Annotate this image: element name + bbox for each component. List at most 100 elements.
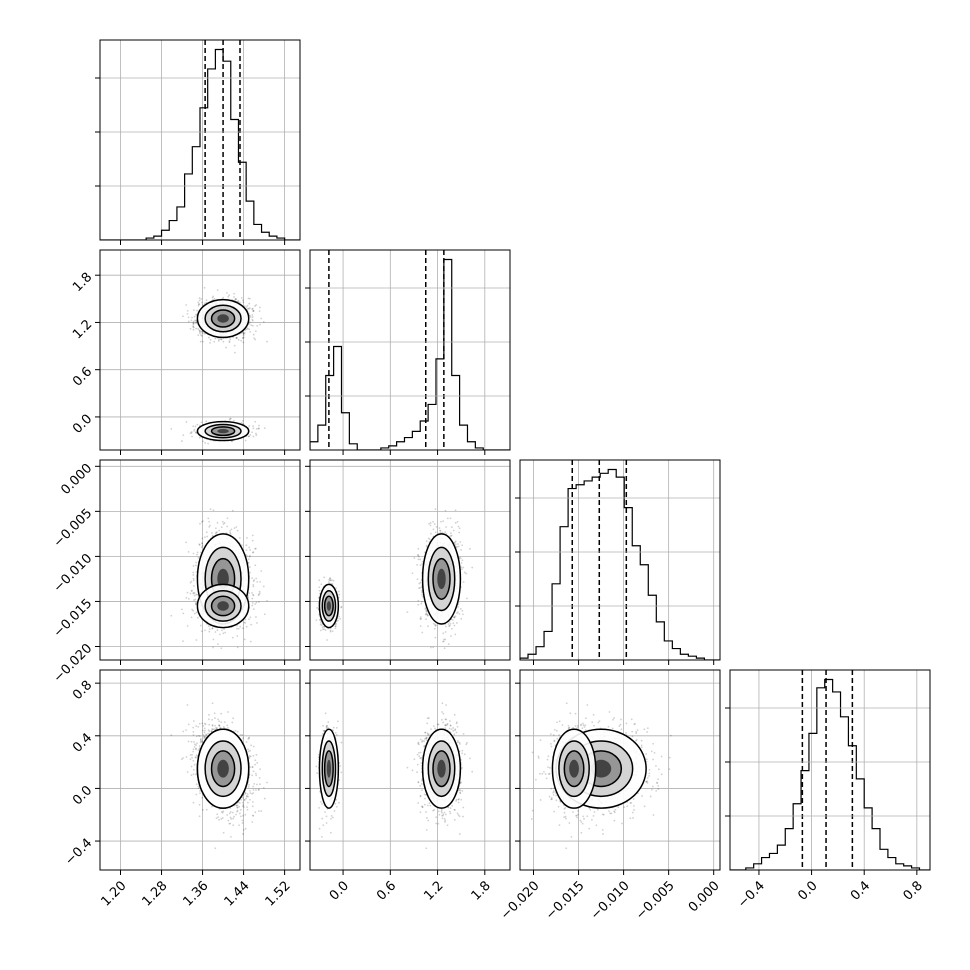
sample-point xyxy=(186,591,189,594)
sample-point xyxy=(255,434,258,436)
sample-point xyxy=(262,585,265,588)
sample-point xyxy=(199,330,201,333)
sample-point xyxy=(251,602,254,604)
sample-point xyxy=(440,520,442,523)
sample-point xyxy=(214,631,217,633)
sample-point xyxy=(195,431,198,434)
sample-point xyxy=(240,339,243,342)
sample-point xyxy=(258,310,261,312)
sample-point xyxy=(195,561,198,564)
sample-point xyxy=(198,543,201,546)
sample-point xyxy=(425,612,428,615)
sample-point xyxy=(237,627,240,630)
sample-point xyxy=(460,548,463,551)
sample-point xyxy=(251,307,254,310)
sample-point xyxy=(243,638,246,641)
y-tick-label: 0.6 xyxy=(70,364,95,389)
sample-point xyxy=(237,300,240,302)
sample-point xyxy=(197,327,200,330)
sample-point xyxy=(211,534,214,537)
sample-point xyxy=(258,306,261,309)
sample-point xyxy=(237,338,240,341)
sample-point xyxy=(233,296,235,298)
sample-point xyxy=(456,520,459,523)
sample-point xyxy=(195,564,197,567)
sample-point xyxy=(257,427,260,430)
sample-point xyxy=(218,529,221,532)
sample-point xyxy=(199,340,202,343)
sample-point xyxy=(433,627,436,630)
sample-point xyxy=(208,630,211,633)
sample-point xyxy=(454,521,457,524)
sample-point xyxy=(456,545,458,548)
sample-point xyxy=(187,316,190,319)
sample-point xyxy=(246,307,249,310)
sample-point xyxy=(196,593,199,596)
sample-point xyxy=(460,617,463,620)
sample-point xyxy=(450,635,452,637)
sample-point xyxy=(449,517,452,520)
sample-point xyxy=(213,340,216,343)
sample-point xyxy=(204,442,207,444)
sample-point xyxy=(263,427,266,430)
panel-frame xyxy=(99,459,301,661)
sample-point xyxy=(228,340,231,343)
sample-point xyxy=(245,328,248,331)
sample-point xyxy=(258,592,261,595)
sample-point xyxy=(453,616,456,619)
sample-point xyxy=(222,296,225,299)
sample-point xyxy=(200,334,202,336)
sample-point xyxy=(239,625,242,628)
sample-point xyxy=(435,624,437,627)
sample-point xyxy=(226,517,229,520)
sample-point xyxy=(185,304,188,306)
sample-point xyxy=(335,587,337,590)
sample-point xyxy=(199,522,201,525)
sample-point xyxy=(195,639,198,641)
sample-point xyxy=(256,324,259,327)
sample-point xyxy=(252,551,255,553)
sample-point xyxy=(189,327,192,330)
scatter-1-0 xyxy=(170,286,268,445)
sample-point xyxy=(327,581,330,583)
sample-point xyxy=(260,570,263,572)
sample-point xyxy=(249,616,252,619)
sample-point xyxy=(459,608,462,610)
sample-point xyxy=(253,337,256,340)
sample-point xyxy=(236,529,239,532)
sample-point xyxy=(248,546,251,549)
sample-point xyxy=(433,623,436,626)
sample-point xyxy=(201,304,204,306)
density-contour xyxy=(217,314,229,323)
sample-point xyxy=(230,528,233,531)
histogram-0 xyxy=(100,48,300,240)
sample-point xyxy=(203,536,206,538)
sample-point xyxy=(255,577,258,580)
sample-point xyxy=(444,625,447,628)
sample-point xyxy=(444,509,447,512)
sample-point xyxy=(192,309,195,312)
sample-point xyxy=(419,618,422,620)
sample-point xyxy=(192,322,195,325)
sample-point xyxy=(193,594,196,597)
diag-y-ticks xyxy=(95,77,300,187)
sample-point xyxy=(447,623,450,625)
sample-point xyxy=(251,314,254,316)
sample-point xyxy=(257,593,260,596)
sample-point xyxy=(245,544,248,547)
panel-grid xyxy=(310,460,510,660)
sample-point xyxy=(192,552,195,555)
sample-point xyxy=(236,627,238,630)
sample-point xyxy=(248,555,251,558)
y-tick-label: 0.0 xyxy=(70,412,95,437)
sample-point xyxy=(192,320,195,323)
sample-point xyxy=(212,509,215,512)
sample-point xyxy=(457,543,459,545)
sample-point xyxy=(262,321,265,323)
sample-point xyxy=(458,531,461,534)
sample-point xyxy=(225,346,228,349)
scatter-2-0 xyxy=(170,508,268,650)
sample-point xyxy=(251,577,254,580)
sample-point xyxy=(208,525,211,528)
